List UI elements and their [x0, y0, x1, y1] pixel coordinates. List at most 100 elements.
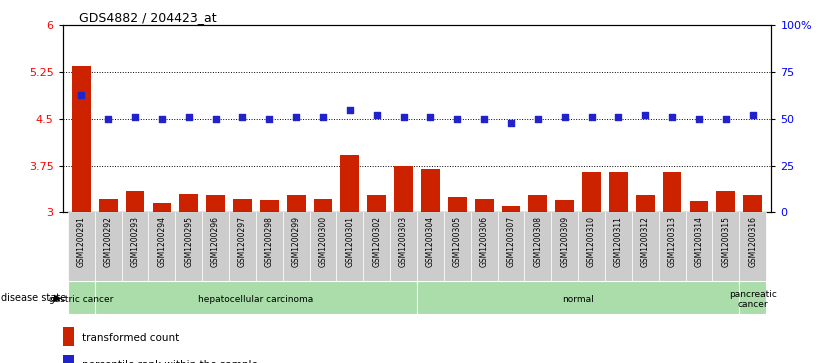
Point	[209, 116, 223, 122]
Bar	[636, 195, 655, 363]
Text: percentile rank within the sample: percentile rank within the sample	[83, 360, 259, 363]
Text: GSM1200306: GSM1200306	[480, 216, 489, 267]
Bar	[609, 172, 628, 363]
Bar	[256, 212, 283, 281]
Bar	[470, 212, 498, 281]
Bar	[95, 281, 417, 314]
Bar	[632, 212, 659, 281]
Text: GSM1200316: GSM1200316	[748, 216, 757, 267]
Bar	[421, 169, 440, 363]
Point	[102, 116, 115, 122]
Bar	[716, 191, 736, 363]
Bar	[743, 195, 762, 363]
Bar	[739, 212, 766, 281]
Text: GSM1200296: GSM1200296	[211, 216, 220, 267]
Bar	[340, 155, 359, 363]
Text: GSM1200309: GSM1200309	[560, 216, 569, 267]
Point	[477, 116, 490, 122]
Bar	[367, 195, 386, 363]
Bar	[475, 199, 494, 363]
Point	[505, 120, 518, 126]
Text: transformed count: transformed count	[83, 333, 179, 343]
Text: GSM1200292: GSM1200292	[103, 216, 113, 267]
Bar	[417, 212, 444, 281]
Point	[746, 112, 759, 118]
Point	[450, 116, 464, 122]
Text: pancreatic
cancer: pancreatic cancer	[729, 290, 776, 309]
Text: GSM1200315: GSM1200315	[721, 216, 731, 267]
Bar	[68, 212, 95, 281]
Text: GSM1200307: GSM1200307	[506, 216, 515, 267]
Bar	[529, 195, 547, 363]
Point	[182, 114, 195, 120]
Text: GSM1200314: GSM1200314	[695, 216, 703, 267]
Text: GSM1200311: GSM1200311	[614, 216, 623, 267]
Bar	[287, 195, 305, 363]
Point	[692, 116, 706, 122]
Text: disease state: disease state	[1, 293, 66, 303]
Bar	[98, 199, 118, 363]
Bar	[260, 200, 279, 363]
Bar	[336, 212, 364, 281]
Bar	[175, 212, 202, 281]
Point	[719, 116, 732, 122]
Bar	[63, 327, 74, 346]
Text: GSM1200312: GSM1200312	[641, 216, 650, 267]
Bar	[551, 212, 578, 281]
Bar	[63, 355, 74, 363]
Bar	[712, 212, 739, 281]
Text: GDS4882 / 204423_at: GDS4882 / 204423_at	[79, 11, 217, 24]
Bar	[202, 212, 229, 281]
Bar	[739, 281, 766, 314]
Point	[75, 92, 88, 98]
Bar	[72, 66, 91, 363]
Bar	[126, 191, 144, 363]
Bar	[659, 212, 686, 281]
Point	[370, 112, 384, 118]
Text: gastric cancer: gastric cancer	[49, 295, 113, 304]
Point	[289, 114, 303, 120]
Text: GSM1200298: GSM1200298	[265, 216, 274, 267]
Bar	[283, 212, 309, 281]
Bar	[501, 206, 520, 363]
Bar	[582, 172, 601, 363]
Text: GSM1200300: GSM1200300	[319, 216, 328, 267]
Point	[611, 114, 625, 120]
Point	[263, 116, 276, 122]
Text: GSM1200308: GSM1200308	[533, 216, 542, 267]
Bar	[122, 212, 148, 281]
Point	[128, 114, 142, 120]
Text: GSM1200302: GSM1200302	[372, 216, 381, 267]
Point	[397, 114, 410, 120]
Point	[236, 114, 249, 120]
Point	[344, 107, 357, 113]
Bar	[498, 212, 525, 281]
Point	[531, 116, 545, 122]
Text: GSM1200295: GSM1200295	[184, 216, 193, 267]
Point	[316, 114, 329, 120]
Text: GSM1200303: GSM1200303	[399, 216, 408, 267]
Bar	[444, 212, 470, 281]
Bar	[417, 281, 739, 314]
Bar	[448, 197, 467, 363]
Text: GSM1200293: GSM1200293	[131, 216, 139, 267]
Bar	[578, 212, 605, 281]
Bar	[309, 212, 336, 281]
Bar	[68, 281, 95, 314]
Bar	[153, 203, 171, 363]
Text: GSM1200294: GSM1200294	[158, 216, 167, 267]
Bar	[390, 212, 417, 281]
Point	[155, 116, 168, 122]
Point	[424, 114, 437, 120]
Bar	[179, 194, 198, 363]
Point	[639, 112, 652, 118]
Bar	[525, 212, 551, 281]
Text: GSM1200310: GSM1200310	[587, 216, 596, 267]
Bar	[148, 212, 175, 281]
Text: GSM1200299: GSM1200299	[292, 216, 301, 267]
Bar	[555, 200, 574, 363]
Text: GSM1200291: GSM1200291	[77, 216, 86, 267]
Text: GSM1200301: GSM1200301	[345, 216, 354, 267]
Point	[558, 114, 571, 120]
Text: normal: normal	[562, 295, 594, 304]
